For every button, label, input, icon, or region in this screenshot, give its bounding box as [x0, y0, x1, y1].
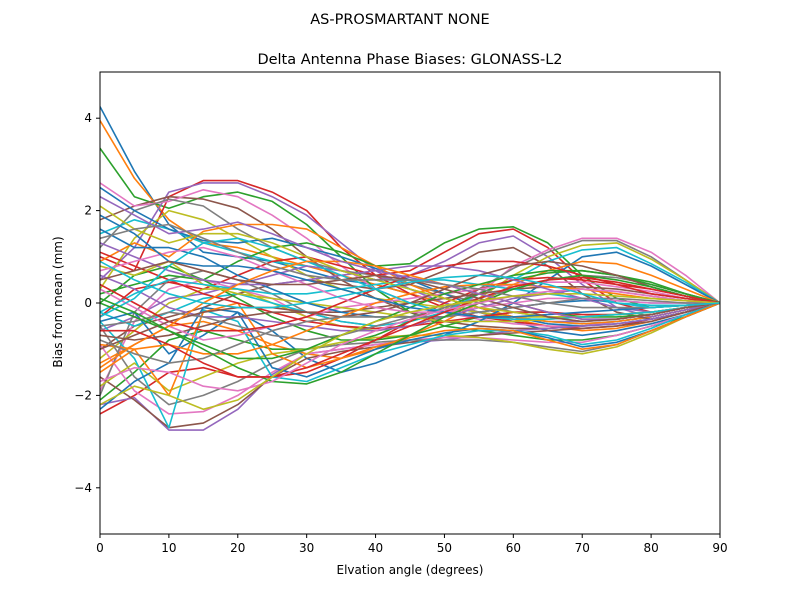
x-tick-label: 90 — [712, 541, 727, 555]
chart-title: Delta Antenna Phase Biases: GLONASS-L2 — [257, 52, 562, 68]
series-line-21 — [100, 251, 720, 374]
x-tick-label: 70 — [575, 541, 590, 555]
series-layer — [100, 106, 720, 431]
y-tick-label: 4 — [84, 111, 92, 125]
series-line-54 — [100, 276, 720, 378]
series-line-53 — [100, 274, 720, 385]
x-tick-label: 80 — [643, 541, 658, 555]
x-ticks: 0 10 20 30 40 50 60 70 80 90 — [96, 534, 728, 555]
series-line-50 — [100, 237, 720, 321]
y-tick-label: 0 — [84, 296, 92, 310]
y-axis-label: Bias from mean (mm) — [51, 236, 65, 367]
y-tick-label: 2 — [84, 204, 92, 218]
x-tick-label: 40 — [368, 541, 383, 555]
y-ticks: −4 −2 0 2 4 — [74, 111, 100, 495]
series-line-59 — [100, 292, 720, 411]
series-line-31 — [100, 302, 720, 410]
y-tick-label: −2 — [74, 388, 92, 402]
x-tick-label: 30 — [299, 541, 314, 555]
x-tick-label: 0 — [96, 541, 104, 555]
x-tick-label: 20 — [230, 541, 245, 555]
series-line-60 — [100, 260, 720, 309]
series-line-30 — [100, 302, 720, 429]
x-tick-label: 50 — [437, 541, 452, 555]
series-line-51 — [100, 214, 720, 318]
series-line-26 — [100, 302, 720, 429]
x-axis-label: Elvation angle (degrees) — [337, 563, 484, 577]
x-tick-label: 10 — [161, 541, 176, 555]
x-tick-label: 60 — [506, 541, 521, 555]
chart-suptitle: AS-PROSMARTANT NONE — [310, 12, 489, 28]
series-line-57 — [100, 288, 720, 392]
series-line-42 — [100, 283, 720, 373]
series-line-48 — [100, 297, 720, 364]
y-tick-label: −4 — [74, 481, 92, 495]
series-line-37 — [100, 281, 720, 341]
plot-frame — [99, 71, 721, 535]
series-line-58 — [100, 223, 720, 309]
